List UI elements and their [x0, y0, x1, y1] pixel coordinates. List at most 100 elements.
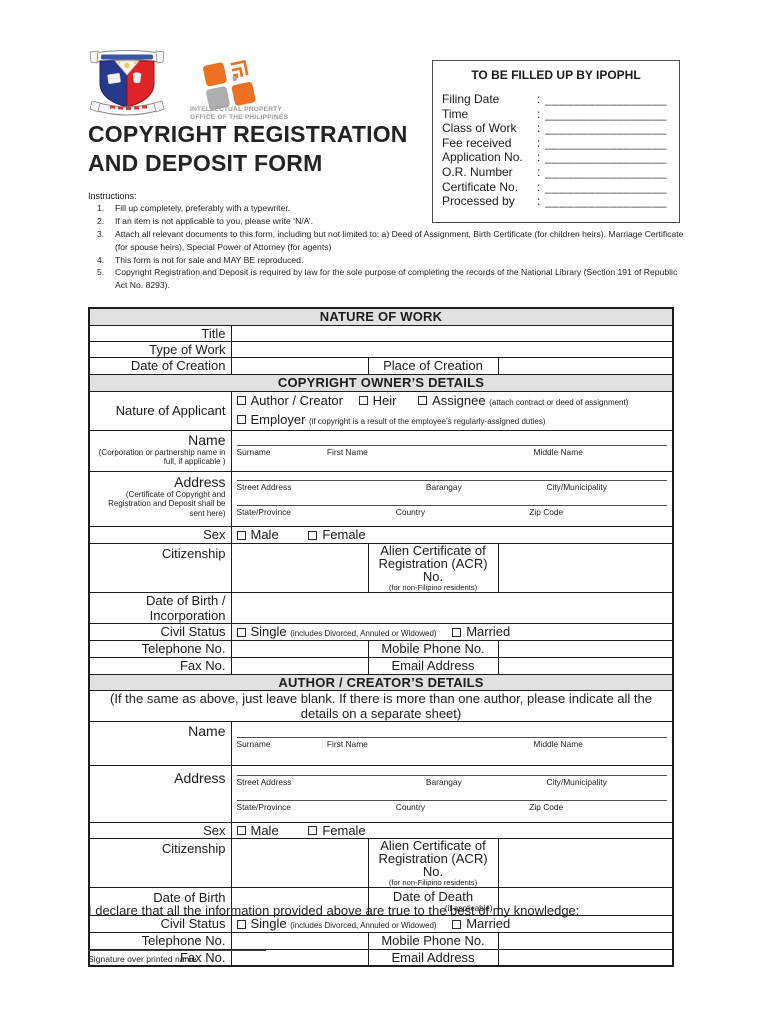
office-use-box: TO BE FILLED UP BY IPOPHL Filing Date : …: [432, 60, 680, 223]
nature-of-applicant-label: Nature of Applicant: [88, 390, 232, 431]
author-citizenship-input[interactable]: [230, 837, 369, 888]
owner-address-write-line-1[interactable]: [236, 480, 667, 481]
author-dod-input[interactable]: [497, 886, 674, 916]
acr-label-line1: Alien Certificate of: [380, 543, 486, 558]
office-field-blank[interactable]: _________________: [545, 106, 667, 121]
owner-dob-incorporation-label: Date of Birth / Incorporation: [88, 591, 232, 624]
author-email-input[interactable]: [497, 948, 674, 967]
author-dob-label: Date of Birth: [88, 886, 232, 916]
author-name-write-line[interactable]: [236, 737, 667, 738]
instruction-item: If an item is not applicable to you, ple…: [97, 215, 314, 228]
city-municipality-sublabel: City/Municipality: [546, 482, 607, 492]
author-mobile-input[interactable]: [497, 931, 674, 950]
married-option-label: Married: [466, 624, 511, 639]
checkbox-author-single-icon[interactable]: [236, 919, 246, 929]
office-field-blank[interactable]: _________________: [545, 179, 667, 194]
office-field-blank[interactable]: _________________: [545, 92, 667, 106]
single-option-label: Single: [250, 916, 287, 931]
office-field-filing-date: Filing Date : _________________: [442, 92, 667, 106]
office-field-blank[interactable]: _________________: [545, 121, 667, 136]
author-address-write-line-1[interactable]: [236, 775, 667, 776]
author-fax-input[interactable]: [230, 948, 369, 967]
author-dob-input[interactable]: [230, 886, 369, 916]
employer-option-note: (if copyright is a result of the employe…: [309, 416, 546, 426]
checkbox-employer-icon[interactable]: [236, 415, 246, 424]
checkbox-author-male-icon[interactable]: [236, 826, 246, 835]
single-option-note: (includes Divorced, Annuled or Widowed): [290, 629, 437, 638]
married-option-label: Married: [466, 916, 511, 931]
declaration-text: I declare that all the information provi…: [88, 903, 580, 918]
zip-code-sublabel: Zip Code: [529, 802, 564, 812]
signature-line[interactable]: [88, 950, 266, 951]
checkbox-author-female-icon[interactable]: [308, 826, 318, 835]
owner-fax-label: Fax No.: [88, 656, 232, 675]
owner-fax-input[interactable]: [230, 656, 369, 675]
office-field-or-number: O.R. Number : _________________: [442, 164, 667, 179]
type-of-work-input[interactable]: [230, 340, 674, 358]
street-address-sublabel: Street Address: [236, 777, 292, 787]
surname-sublabel: Surname: [236, 446, 271, 457]
author-telephone-input[interactable]: [230, 931, 369, 950]
office-field-blank[interactable]: _________________: [545, 164, 667, 179]
checkbox-heir-icon[interactable]: [358, 396, 368, 405]
author-creator-option-label: Author / Creator: [250, 392, 344, 408]
owner-address-label: Address: [174, 473, 226, 490]
office-field-label: Class of Work: [442, 121, 517, 136]
author-address-write-line-2[interactable]: [236, 800, 667, 801]
instruction-item: This form is not for sale and MAY BE rep…: [97, 254, 304, 267]
single-option-note: (includes Divorced, Annuled or Widowed): [290, 921, 437, 930]
owner-email-input[interactable]: [497, 656, 674, 675]
owner-acr-label-cell: Alien Certificate of Registration (ACR) …: [367, 542, 499, 593]
assignee-option-note: (attach contract or deed of assignment): [489, 397, 629, 407]
assignee-option-label: Assignee: [432, 392, 486, 408]
checkbox-author-creator-icon[interactable]: [236, 396, 246, 405]
owner-address-input[interactable]: Street Address Barangay City/Municipalit…: [230, 470, 674, 527]
owner-civil-status-options: Single (includes Divorced, Annuled or Wi…: [230, 622, 674, 641]
owner-mobile-label: Mobile Phone No.: [367, 639, 499, 658]
owner-telephone-input[interactable]: [230, 639, 369, 658]
author-name-label: Name: [88, 720, 232, 766]
place-of-creation-label: Place of Creation: [367, 356, 499, 375]
female-option-label: Female: [322, 822, 366, 838]
signature-label: Signature over printed name: [88, 954, 197, 964]
owner-sex-label: Sex: [88, 525, 232, 544]
owner-name-sublabels: Surname First Name Middle Name: [237, 447, 668, 457]
author-dod-label: Date of Death: [392, 888, 474, 904]
owner-name-input[interactable]: Surname First Name Middle Name: [230, 429, 674, 472]
place-of-creation-input[interactable]: [497, 356, 674, 375]
author-citizenship-label: Citizenship: [88, 837, 232, 888]
owner-telephone-label: Telephone No.: [88, 639, 232, 658]
author-acr-input[interactable]: [497, 837, 674, 888]
checkbox-owner-male-icon[interactable]: [236, 530, 246, 540]
owner-mobile-input[interactable]: [497, 639, 674, 658]
owner-address-write-line-2[interactable]: [236, 505, 667, 506]
author-name-input[interactable]: Surname First Name Middle Name: [230, 720, 674, 766]
office-field-blank[interactable]: _________________: [545, 150, 667, 165]
male-option-label: Male: [250, 527, 279, 542]
page-title-line2: AND DEPOSIT FORM: [88, 150, 323, 177]
national-library-crest-icon: [89, 50, 165, 116]
office-field-class-of-work: Class of Work : _________________: [442, 121, 667, 136]
checkbox-author-married-icon[interactable]: [452, 919, 462, 929]
author-address-input[interactable]: Street Address Barangay City/Municipalit…: [230, 764, 674, 823]
checkbox-owner-married-icon[interactable]: [452, 627, 462, 637]
owner-citizenship-input[interactable]: [230, 542, 369, 593]
owner-address-note: (Certificate of Copyright and Registrati…: [108, 489, 226, 518]
office-field-label: Application No.: [442, 150, 523, 165]
barangay-sublabel: Barangay: [425, 777, 462, 787]
title-input[interactable]: [230, 324, 674, 342]
office-field-blank[interactable]: _________________: [545, 135, 667, 150]
acr-label-line2: Registration (ACR) No.: [378, 555, 488, 584]
owner-acr-input[interactable]: [497, 542, 674, 593]
author-telephone-label: Telephone No.: [88, 931, 232, 950]
checkbox-owner-female-icon[interactable]: [308, 530, 318, 540]
street-address-sublabel: Street Address: [236, 482, 292, 492]
owner-dob-incorporation-input[interactable]: [230, 591, 674, 624]
office-field-label: Time: [442, 106, 469, 121]
owner-name-write-line[interactable]: [236, 444, 667, 446]
checkbox-assignee-icon[interactable]: [418, 396, 428, 405]
acr-label-line2: Registration (ACR) No.: [378, 850, 488, 879]
author-civil-status-options: Single (includes Divorced, Annuled or Wi…: [230, 914, 674, 933]
checkbox-owner-single-icon[interactable]: [236, 627, 246, 637]
date-of-creation-input[interactable]: [230, 356, 369, 375]
